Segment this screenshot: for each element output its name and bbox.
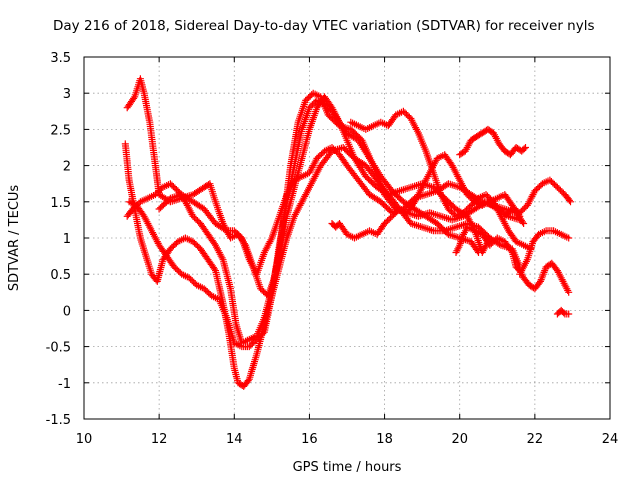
x-tick-label: 22 bbox=[527, 432, 544, 447]
y-tick-label: 1 bbox=[63, 232, 71, 247]
chart-title: Day 216 of 2018, Sidereal Day-to-day VTE… bbox=[53, 18, 595, 34]
data-point bbox=[567, 198, 574, 206]
y-tick-label: 3.5 bbox=[50, 51, 71, 66]
data-point bbox=[244, 377, 252, 385]
satellite-track-j bbox=[501, 176, 574, 220]
data-point bbox=[475, 249, 482, 256]
data-point bbox=[520, 145, 528, 153]
satellite-track-b bbox=[121, 140, 524, 390]
satellite-track-d bbox=[125, 96, 482, 351]
data-point bbox=[565, 234, 573, 242]
y-tick-label: 1.5 bbox=[50, 196, 71, 211]
y-tick-label: -1 bbox=[58, 377, 71, 392]
x-tick-label: 14 bbox=[226, 432, 243, 447]
data-point bbox=[221, 226, 229, 234]
satellite-track-l bbox=[553, 306, 573, 318]
data-point bbox=[130, 94, 138, 102]
grid-layer bbox=[84, 57, 610, 419]
x-axis-label: GPS time / hours bbox=[293, 460, 402, 475]
data-point bbox=[473, 247, 481, 255]
data-point bbox=[522, 144, 529, 151]
y-tick-label: 0.5 bbox=[50, 268, 71, 283]
y-tick-label: -1.5 bbox=[46, 413, 71, 428]
y-axis-label: SDTVAR / TECUs bbox=[7, 185, 22, 292]
data-point bbox=[259, 330, 267, 338]
satellite-track-k bbox=[516, 227, 573, 278]
data-point bbox=[565, 196, 573, 204]
data-point bbox=[565, 310, 573, 318]
data-point bbox=[565, 288, 573, 296]
x-tick-label: 18 bbox=[376, 432, 393, 447]
x-tick-label: 16 bbox=[301, 432, 318, 447]
data-point bbox=[519, 218, 526, 226]
y-tick-label: 2.5 bbox=[50, 123, 71, 138]
y-tick-label: 3 bbox=[63, 87, 71, 102]
x-tick-label: 10 bbox=[76, 432, 93, 447]
satellite-track-c bbox=[123, 93, 494, 347]
satellite-track-g bbox=[347, 107, 535, 253]
x-tick-label: 12 bbox=[151, 432, 168, 447]
data-point bbox=[507, 247, 515, 255]
data-point bbox=[520, 220, 528, 227]
x-tick-label: 24 bbox=[602, 432, 619, 447]
x-tick-label: 20 bbox=[451, 432, 468, 447]
y-tick-label: 2 bbox=[63, 160, 71, 175]
y-tick-label: -0.5 bbox=[46, 341, 71, 356]
data-marks bbox=[121, 75, 574, 390]
data-point bbox=[560, 309, 568, 317]
satellite-track-h bbox=[456, 125, 529, 159]
satellite-track-i bbox=[452, 223, 573, 296]
y-tick-label: 0 bbox=[63, 304, 71, 319]
data-point bbox=[210, 265, 218, 273]
axis-ticks: 10 12 14 16 18 20 22 24 -1.5 -1 -0.5 0 0.5 1 1.5 2 2.5 3 3… bbox=[46, 51, 619, 447]
plot-frame bbox=[83, 56, 611, 420]
